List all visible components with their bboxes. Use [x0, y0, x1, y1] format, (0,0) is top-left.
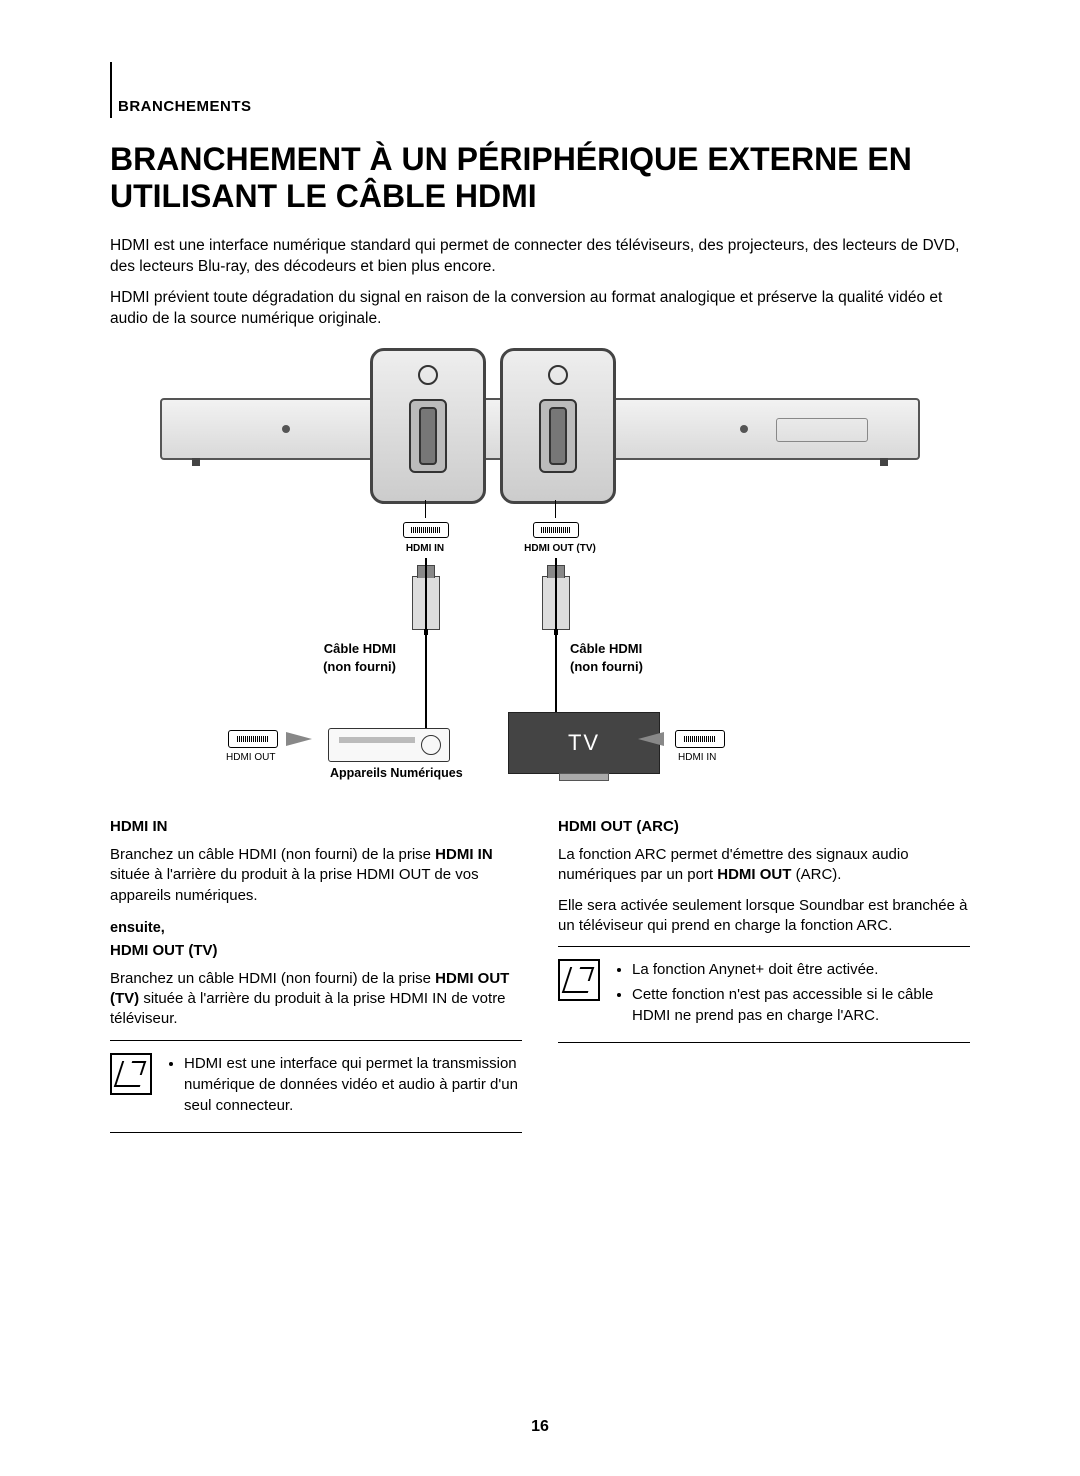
- digital-device-graphic: [328, 728, 450, 762]
- section-label: BRANCHEMENTS: [118, 98, 970, 115]
- page-number: 16: [0, 1418, 1080, 1436]
- external-port-out-caption: HDMI OUT: [226, 752, 275, 763]
- heading-hdmi-in: HDMI IN: [110, 818, 522, 835]
- connection-diagram: HDMI IN HDMI OUT (TV) Câble HDMI(non fou…: [110, 348, 970, 798]
- digital-device-caption: Appareils Numériques: [330, 766, 463, 780]
- heading-ensuite: ensuite,: [110, 920, 522, 936]
- external-port-in: [675, 730, 725, 748]
- arrow-icon: [638, 732, 664, 746]
- note-arc: La fonction Anynet+ doit être activée. C…: [558, 946, 970, 1043]
- note-icon: [558, 959, 600, 1001]
- cable-label-left: Câble HDMI(non fourni): [276, 640, 396, 676]
- intro-paragraph-1: HDMI est une interface numérique standar…: [110, 236, 970, 278]
- intro-paragraph-2: HDMI prévient toute dégradation du signa…: [110, 288, 970, 330]
- arc-paragraph-2: Elle sera activée seulement lorsque Soun…: [558, 896, 970, 937]
- page-title: BRANCHEMENT À UN PÉRIPHÉRIQUE EXTERNE EN…: [110, 141, 970, 215]
- left-column: HDMI IN Branchez un câble HDMI (non four…: [110, 818, 522, 1133]
- port-chip-hdmi-in: [403, 522, 449, 538]
- note-bullet: Cette fonction n'est pas accessible si l…: [632, 984, 970, 1026]
- port-chip-hdmi-out: [533, 522, 579, 538]
- heading-hdmi-out-tv: HDMI OUT (TV): [110, 942, 522, 959]
- note-bullet: La fonction Anynet+ doit être activée.: [632, 959, 970, 980]
- zoom-hdmi-out: [500, 348, 616, 504]
- heading-hdmi-out-arc: HDMI OUT (ARC): [558, 818, 970, 835]
- external-port-in-caption: HDMI IN: [678, 752, 716, 763]
- hdmi-in-paragraph: Branchez un câble HDMI (non fourni) de l…: [110, 845, 522, 906]
- arrow-icon: [286, 732, 312, 746]
- note-hdmi-interface: HDMI est une interface qui permet la tra…: [110, 1040, 522, 1133]
- section-rule: [110, 62, 112, 118]
- port-caption-in: HDMI IN: [400, 543, 450, 554]
- zoom-hdmi-in: [370, 348, 486, 504]
- note-icon: [110, 1053, 152, 1095]
- note-bullet: HDMI est une interface qui permet la tra…: [184, 1053, 522, 1116]
- arc-paragraph-1: La fonction ARC permet d'émettre des sig…: [558, 845, 970, 886]
- external-port-out: [228, 730, 278, 748]
- right-column: HDMI OUT (ARC) La fonction ARC permet d'…: [558, 818, 970, 1133]
- hdmi-out-paragraph: Branchez un câble HDMI (non fourni) de l…: [110, 969, 522, 1030]
- cable-label-right: Câble HDMI(non fourni): [570, 640, 690, 676]
- port-caption-out: HDMI OUT (TV): [515, 543, 605, 554]
